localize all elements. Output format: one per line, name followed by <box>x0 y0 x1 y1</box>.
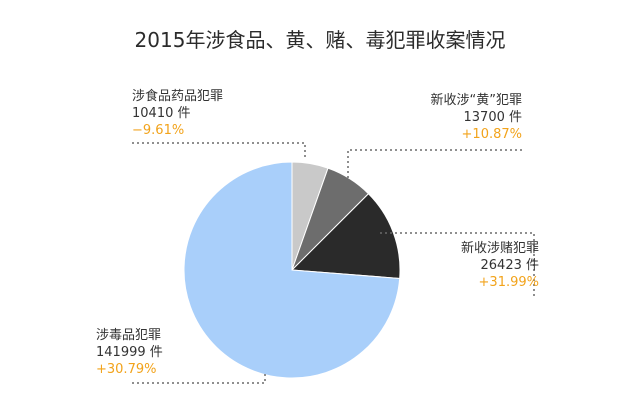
chart-title: 2015年涉食品、黄、赌、毒犯罪收案情况 <box>135 28 506 52</box>
label-porn-change: +10.87% <box>462 127 522 142</box>
label-drugs-name: 涉毒品犯罪 <box>96 328 161 343</box>
label-gambling-name: 新收涉赌犯罪 <box>461 240 539 256</box>
leader-line-gambling <box>378 232 535 296</box>
slice-gambling <box>290 193 401 279</box>
label-porn: 新收涉“黄”犯罪 13700 件 +10.87% <box>431 92 522 142</box>
label-drugs-count: 141999 件 <box>96 345 163 360</box>
label-drugs: 涉毒品犯罪 141999 件 +30.79% <box>96 328 163 377</box>
label-food-drug: 涉食品药品犯罪 10410 件 −9.61% <box>132 88 223 138</box>
label-porn-count: 13700 件 <box>464 110 523 125</box>
label-food-drug-name: 涉食品药品犯罪 <box>132 88 223 104</box>
label-porn-name: 新收涉“黄”犯罪 <box>431 92 522 108</box>
label-food-drug-count: 10410 件 <box>132 106 191 121</box>
leader-line-drugs <box>132 372 266 384</box>
label-gambling-change: +31.99% <box>479 275 539 290</box>
label-gambling: 新收涉赌犯罪 26423 件 +31.99% <box>461 240 539 290</box>
slice-drugs <box>183 161 401 379</box>
label-gambling-count: 26423 件 <box>481 258 540 273</box>
leader-line-food-drug <box>132 142 306 158</box>
label-drugs-change: +30.79% <box>96 362 156 377</box>
leader-line-porn <box>347 149 522 180</box>
pie-slices <box>183 161 401 379</box>
label-food-drug-change: −9.61% <box>132 123 184 138</box>
